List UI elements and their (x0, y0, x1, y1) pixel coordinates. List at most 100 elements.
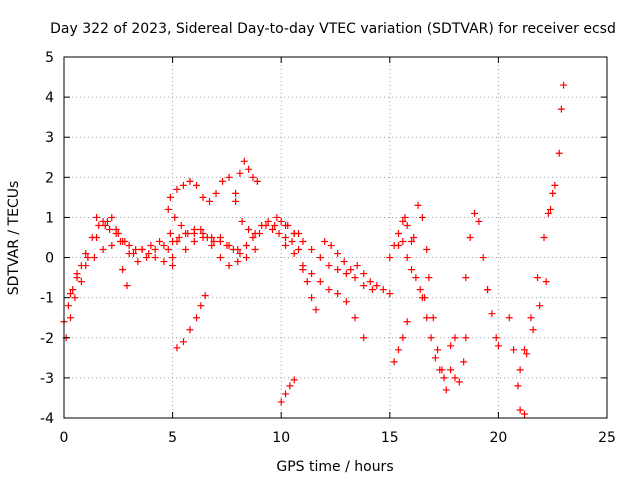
data-point (242, 254, 250, 262)
data-point (440, 374, 448, 382)
data-point (186, 177, 194, 185)
data-point (171, 213, 179, 221)
data-series (390, 318, 411, 366)
data-point (151, 254, 159, 262)
data-point (455, 378, 463, 386)
data-point (423, 246, 431, 254)
data-point (192, 181, 200, 189)
data-point (334, 250, 342, 258)
data-point (240, 157, 248, 165)
data-point (462, 274, 470, 282)
data-point (64, 302, 72, 310)
data-point (249, 173, 257, 181)
data-point (275, 229, 283, 237)
y-tick-label: 3 (45, 130, 54, 146)
data-series (462, 209, 492, 294)
data-point (216, 234, 224, 241)
data-point (225, 262, 233, 270)
data-point (147, 242, 155, 250)
data-point (408, 266, 416, 274)
data-point (321, 238, 329, 246)
data-point (112, 229, 120, 237)
data-point (164, 246, 172, 254)
data-point (488, 310, 496, 318)
data-point (138, 246, 146, 254)
data-point (308, 294, 316, 302)
data-series (520, 189, 557, 354)
data-point (299, 238, 307, 246)
data-point (99, 246, 107, 254)
data-point (273, 213, 281, 221)
data-point (245, 165, 253, 173)
data-point (262, 221, 270, 229)
data-point (557, 105, 565, 113)
data-point (520, 410, 528, 418)
data-point (271, 221, 279, 229)
data-point (360, 334, 368, 342)
y-axis-label: SDTVAR / TECUs (6, 181, 22, 296)
data-point (466, 234, 474, 241)
data-point (399, 238, 407, 246)
data-point (342, 298, 350, 306)
data-point (412, 274, 420, 282)
data-point (160, 242, 168, 250)
data-point (510, 346, 518, 354)
data-point (334, 290, 342, 298)
data-point (540, 234, 548, 241)
y-tick-label: 5 (45, 50, 54, 66)
data-point (308, 270, 316, 278)
data-series (484, 286, 502, 350)
plot-frame (63, 56, 608, 419)
data-point (368, 286, 376, 294)
data-point (216, 254, 224, 262)
data-point (484, 286, 492, 294)
grid (64, 57, 607, 418)
data-point (520, 346, 528, 354)
x-axis-label: GPS time / hours (276, 459, 393, 475)
data-point (527, 314, 535, 322)
data-point (249, 234, 257, 241)
data-point (416, 286, 424, 294)
data-series (394, 213, 416, 250)
data-point (399, 334, 407, 342)
data-point (123, 282, 131, 290)
data-point (225, 173, 233, 181)
data-point (206, 197, 214, 205)
data-point (282, 390, 290, 398)
y-tick-label: 4 (45, 90, 54, 106)
data-point (386, 254, 394, 262)
data-point (533, 274, 541, 282)
data-point (173, 185, 181, 193)
data-point (347, 266, 355, 274)
data-point (423, 314, 431, 322)
data-point (173, 344, 181, 352)
data-point (316, 278, 324, 286)
data-point (434, 346, 442, 354)
data-point (119, 266, 127, 274)
data-point (429, 314, 437, 322)
axis-ticks: 0 5 10 15 20 25 -4 -3 -2 -1 0 1 2 3 4 5 (40, 50, 616, 446)
x-tick-label: 5 (168, 430, 177, 446)
data-series (418, 294, 448, 382)
data-point (69, 286, 77, 294)
data-point (93, 234, 101, 241)
data-point (351, 274, 359, 282)
data-point (223, 242, 231, 250)
data-point (71, 294, 79, 302)
data-point (516, 406, 524, 414)
data-point (425, 274, 433, 282)
data-point (399, 217, 407, 225)
data-point (134, 258, 142, 266)
data-series (516, 278, 550, 374)
data-point (179, 338, 187, 346)
x-tick-label: 20 (489, 430, 507, 446)
data-point (549, 189, 557, 197)
data-series (277, 376, 298, 406)
data-point (182, 246, 190, 254)
data-point (312, 306, 320, 314)
data-point (529, 326, 537, 334)
data-point (238, 217, 246, 225)
data-point (255, 229, 263, 237)
data-point (505, 314, 513, 322)
data-point (145, 250, 153, 258)
